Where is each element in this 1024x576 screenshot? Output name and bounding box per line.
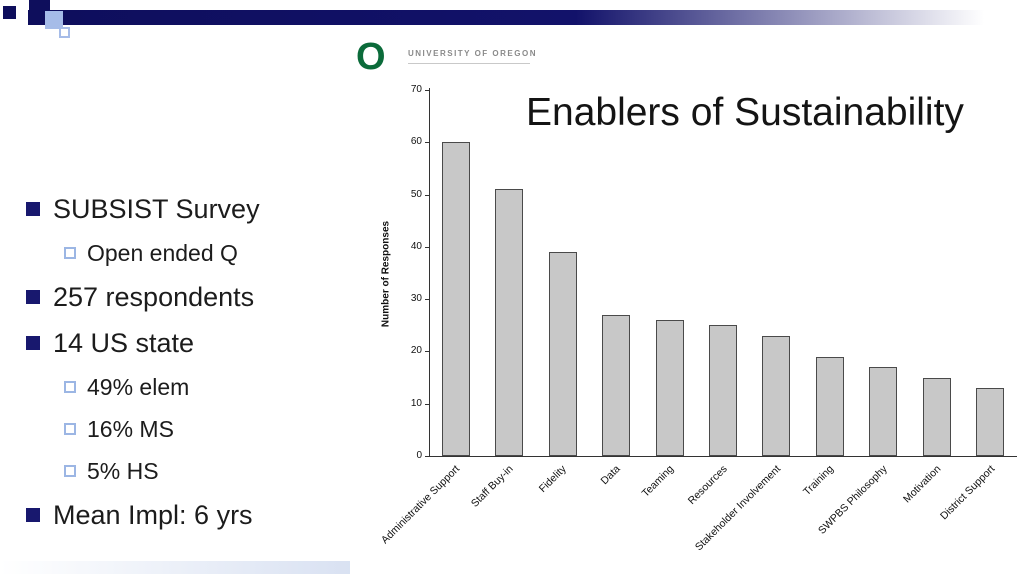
bullet-square-filled-icon <box>26 290 40 304</box>
decor-square-dark-large <box>29 0 50 21</box>
bullet-item: 14 US state <box>26 320 356 366</box>
y-tick-label: 10 <box>410 397 422 409</box>
x-axis-label: Data <box>598 463 623 488</box>
bullet-list: SUBSIST Survey Open ended Q 257 respondent… <box>26 186 356 538</box>
bullet-square-filled-icon <box>26 508 40 522</box>
university-logo-text: UNIVERSITY OF OREGON <box>408 49 537 58</box>
y-tick-label: 60 <box>410 136 422 148</box>
bar <box>815 356 844 456</box>
bullet-square-hollow-icon <box>64 247 76 259</box>
y-tick-label: 0 <box>416 450 422 461</box>
bar <box>709 325 737 456</box>
x-axis-label: Administrative Support <box>379 463 463 547</box>
bullet-item: Mean Impl: 6 yrs <box>26 492 356 538</box>
bar <box>655 320 684 456</box>
bar <box>922 377 951 456</box>
bar <box>495 189 524 456</box>
x-axis-label: Staff Buy-in <box>468 463 516 510</box>
bullet-square-hollow-icon <box>64 465 76 477</box>
bullet-item: 257 respondents <box>26 274 356 320</box>
decor-square-outline <box>59 27 70 38</box>
y-tick-mark <box>425 456 430 457</box>
y-tick-mark <box>425 351 430 353</box>
top-banner <box>28 10 1024 25</box>
bullet-text: 14 US state <box>53 328 195 358</box>
y-tick-label: 70 <box>410 84 422 95</box>
y-tick-label: 40 <box>410 240 422 252</box>
university-logo-icon: O <box>356 36 386 78</box>
x-axis-label: Training <box>801 463 837 499</box>
bullet-item: 16% MS <box>26 408 356 450</box>
y-tick-mark <box>425 142 430 144</box>
bullet-text: Mean Impl: 6 yrs <box>53 500 253 530</box>
bullet-text: SUBSIST Survey <box>53 194 260 224</box>
bar-chart: O UNIVERSITY OF OREGON Enablers of Susta… <box>350 36 1024 574</box>
logo-divider-line <box>408 63 530 64</box>
y-tick-mark <box>425 90 430 91</box>
y-axis-line <box>429 88 430 457</box>
bar <box>441 142 470 456</box>
x-axis-label: Fidelity <box>537 463 570 496</box>
y-tick-mark <box>425 246 430 248</box>
y-tick-label: 30 <box>410 293 422 305</box>
y-axis-title: Number of Responses <box>380 220 392 328</box>
bullet-text: 49% elem <box>87 374 190 400</box>
x-axis-label: District Support <box>937 463 997 523</box>
bullet-square-hollow-icon <box>64 423 76 435</box>
bar <box>548 252 577 456</box>
y-tick-mark <box>425 194 430 196</box>
bullet-item: 49% elem <box>26 366 356 408</box>
bullet-item: 5% HS <box>26 450 356 492</box>
bullet-text: 16% MS <box>87 416 174 442</box>
bar <box>869 367 898 456</box>
bullet-text: 5% HS <box>87 458 159 484</box>
bullet-item: Open ended Q <box>26 232 356 274</box>
bullet-square-hollow-icon <box>64 381 76 393</box>
bullet-text: Open ended Q <box>87 240 238 266</box>
bar <box>602 314 631 456</box>
bar <box>976 388 1005 456</box>
x-axis-label: Motivation <box>900 463 944 506</box>
chart-title: Enablers of Sustainability <box>526 91 964 134</box>
decor-square-lightblue <box>45 11 63 29</box>
y-tick-mark <box>425 403 430 405</box>
y-tick-label: 50 <box>410 188 422 200</box>
x-axis-label: Resources <box>685 463 730 507</box>
bullet-square-filled-icon <box>26 336 40 350</box>
x-axis-label: Teaming <box>639 463 677 500</box>
bullet-square-filled-icon <box>26 202 40 216</box>
decor-square-dark-small <box>3 6 16 19</box>
bar <box>762 335 791 456</box>
bullet-text: 257 respondents <box>53 282 255 312</box>
x-axis-line <box>429 456 1017 457</box>
y-tick-label: 20 <box>410 345 422 357</box>
bullet-item: SUBSIST Survey <box>26 186 356 232</box>
y-tick-mark <box>425 299 430 301</box>
